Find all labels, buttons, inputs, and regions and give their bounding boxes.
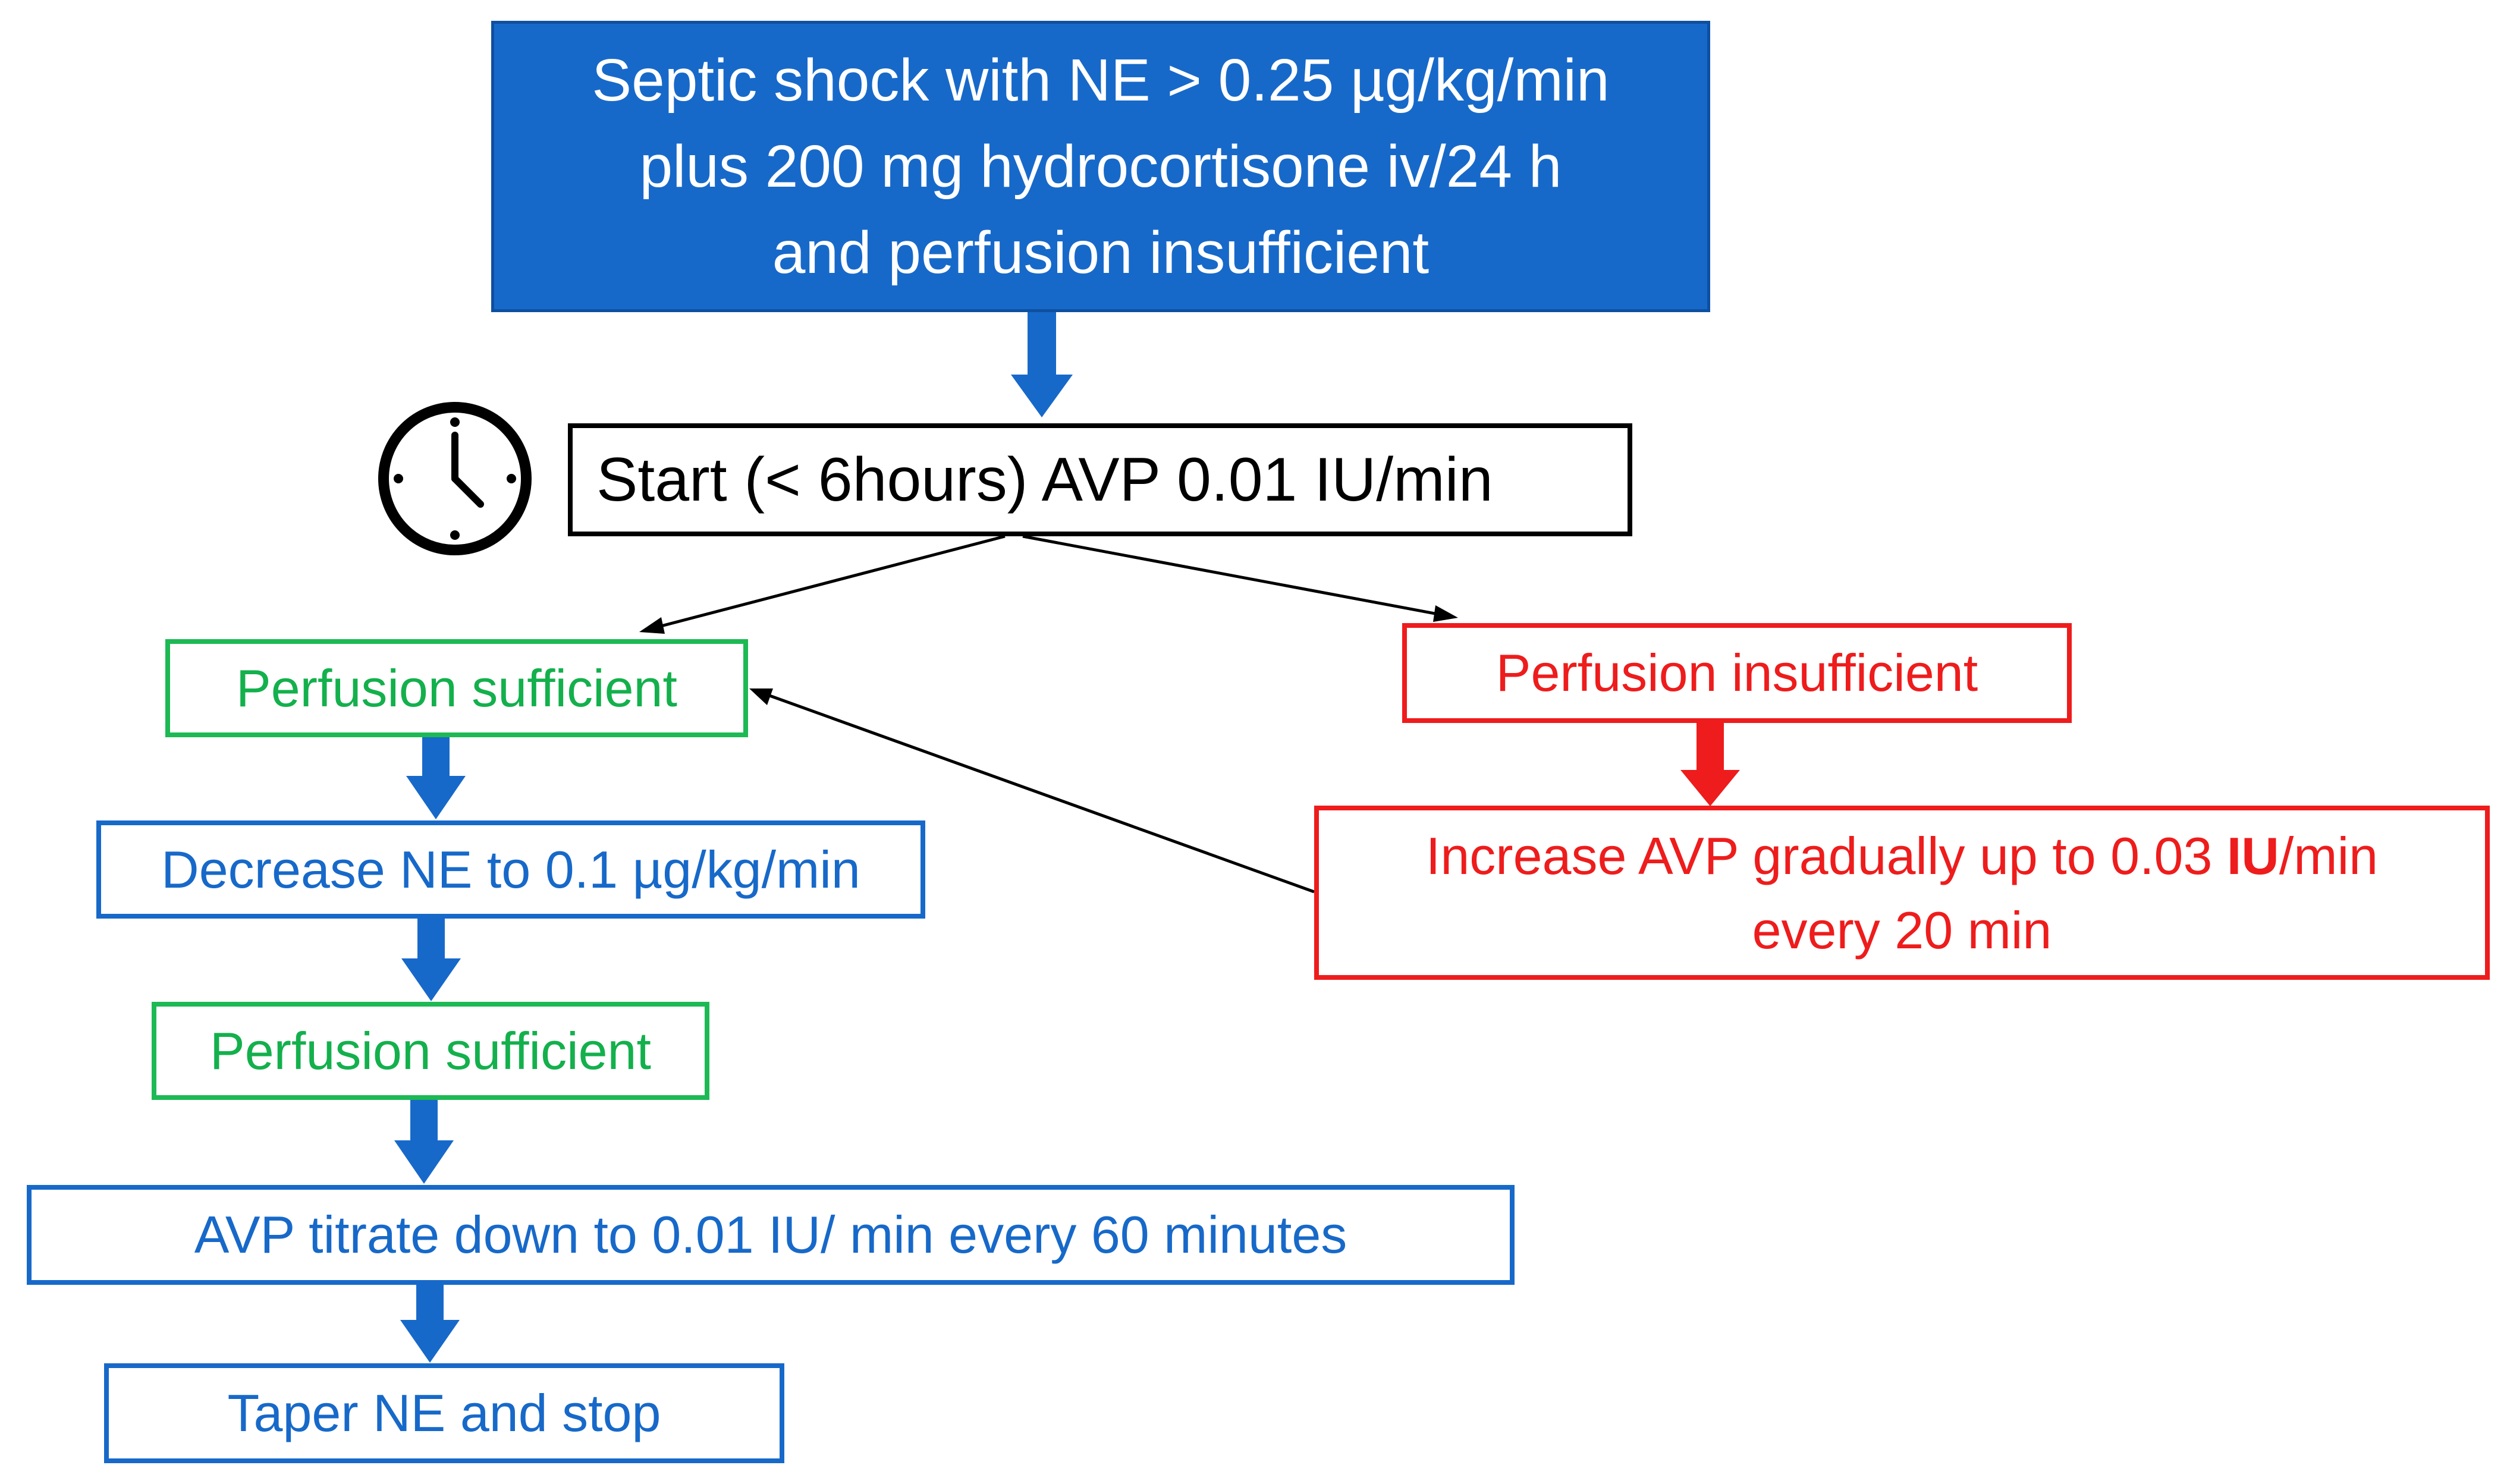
arrow-sufficient-to-titrate (394, 1100, 454, 1184)
node-avp-titrate: AVP titrate down to 0.01 IU/ min every 6… (27, 1185, 1515, 1285)
clock-icon (378, 402, 532, 555)
arrow-increase-to-sufficient-head (749, 688, 773, 705)
node-start-avp-label: Start (< 6hours) AVP 0.01 IU/min (596, 445, 1493, 514)
node-decrease-ne: Decrease NE to 0.1 µg/kg/min (96, 820, 925, 919)
node-septic-shock-line-3: and perfusion insufficient (772, 219, 1430, 286)
node-septic-shock-line-2: plus 200 mg hydrocortisone iv/24 h (639, 133, 1562, 200)
node-increase-avp-line-1-bold: IU (2226, 826, 2279, 885)
arrow-sufficient-to-decrease (406, 737, 466, 819)
node-perfusion-insufficient: Perfusion insufficient (1402, 623, 2072, 723)
arrow-decrease-to-sufficient (401, 919, 461, 1001)
node-increase-avp-line-1-pre: Increase AVP gradually up to 0.03 (1425, 826, 2227, 885)
node-perfusion-sufficient-2: Perfusion sufficient (152, 1002, 709, 1100)
node-taper-ne-label: Taper NE and stop (227, 1384, 661, 1442)
arrow-top-to-start (1011, 312, 1073, 417)
node-taper-ne: Taper NE and stop (104, 1363, 784, 1463)
arrow-increase-to-sufficient (756, 689, 1315, 894)
node-perfusion-insufficient-label: Perfusion insufficient (1496, 643, 1978, 702)
node-decrease-ne-label: Decrease NE to 0.1 µg/kg/min (161, 840, 860, 899)
arrow-insufficient-to-increase (1680, 723, 1740, 806)
node-avp-titrate-label: AVP titrate down to 0.01 IU/ min every 6… (194, 1205, 1347, 1264)
node-perfusion-sufficient-1-label: Perfusion sufficient (236, 658, 677, 718)
arrow-start-to-sufficient-head (639, 617, 665, 634)
node-increase-avp-line-1-post: /min (2279, 826, 2379, 885)
arrow-titrate-to-taper (400, 1285, 460, 1363)
node-increase-avp-line-1: Increase AVP gradually up to 0.03 IU/min (1426, 819, 2378, 893)
arrow-start-to-insufficient (1022, 535, 1452, 618)
arrow-start-to-insufficient-head (1433, 605, 1458, 622)
node-start-avp: Start (< 6hours) AVP 0.01 IU/min (568, 423, 1632, 536)
node-septic-shock: Septic shock with NE > 0.25 µg/kg/min pl… (491, 21, 1710, 312)
arrow-start-to-sufficient (645, 535, 1006, 632)
node-septic-shock-line-1: Septic shock with NE > 0.25 µg/kg/min (592, 46, 1610, 114)
node-increase-avp-line-2: every 20 min (1752, 900, 2052, 960)
node-perfusion-sufficient-2-label: Perfusion sufficient (210, 1021, 651, 1080)
node-perfusion-sufficient-1: Perfusion sufficient (165, 639, 748, 737)
node-increase-avp: Increase AVP gradually up to 0.03 IU/min… (1314, 806, 2490, 980)
